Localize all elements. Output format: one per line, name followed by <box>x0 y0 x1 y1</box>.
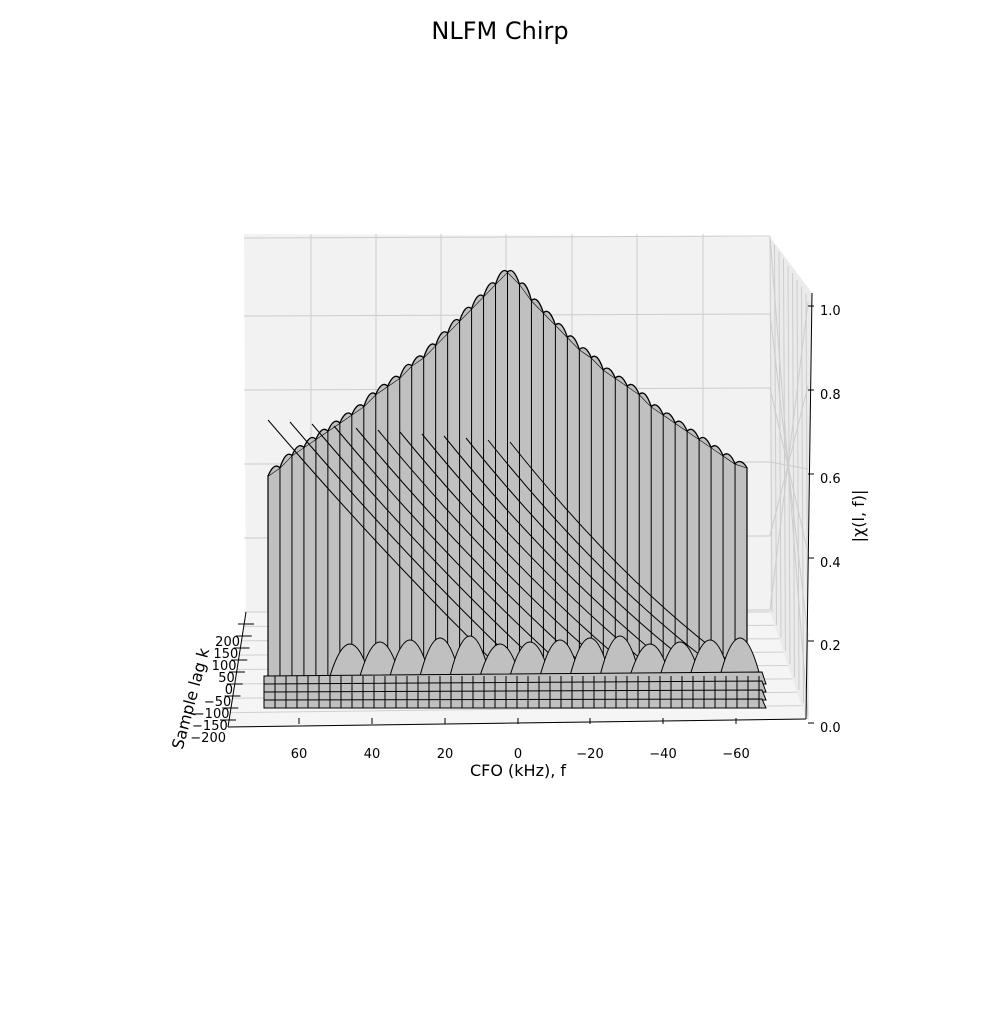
surface-arc <box>458 306 473 322</box>
x-tick-label: 0 <box>514 747 522 762</box>
side-grid-y-2 <box>778 251 782 639</box>
surface-arc <box>614 375 628 387</box>
y-tick-label: 200 <box>215 635 240 650</box>
side-grid-y-3 <box>783 258 786 652</box>
surface-arc <box>315 428 329 440</box>
x-axis-label: CFO (kHz), f <box>470 761 566 780</box>
surface-arc <box>566 335 580 350</box>
surface-plot <box>263 269 767 709</box>
surface-arc <box>435 331 449 346</box>
surface-arc <box>578 347 592 358</box>
surface-arc <box>507 269 521 285</box>
side-grid-y-8 <box>805 293 809 717</box>
surface-arc <box>638 392 652 407</box>
surface-sidelobe <box>719 637 761 677</box>
surface-arc <box>303 436 317 448</box>
side-grid-y-6 <box>796 279 800 691</box>
surface-arc <box>387 375 401 387</box>
y-tick-label: 150 <box>213 647 238 662</box>
surface-curve <box>311 423 553 677</box>
back-grid-z-0 <box>243 235 771 239</box>
surface-arc <box>447 318 461 334</box>
side-grid-y-7 <box>801 286 804 704</box>
z-tick-label: 1.0 <box>820 304 841 319</box>
side-grid-y-4 <box>787 265 791 665</box>
surface-arc <box>339 412 353 424</box>
x-tick-label: −60 <box>722 747 749 762</box>
surface-arc <box>423 343 437 358</box>
surface-arc <box>698 436 712 448</box>
surface-arc <box>411 355 425 367</box>
surface-arc <box>291 445 305 456</box>
surface-arc <box>267 465 281 477</box>
surface-arc <box>626 383 640 395</box>
surface-base-row <box>263 698 767 709</box>
x-tick-label: −20 <box>576 747 603 762</box>
side-grid-y-1 <box>774 244 777 626</box>
z-axis-label: |χ(l, f)| <box>849 490 868 543</box>
x-tick-label: 40 <box>364 747 381 762</box>
surface-arc <box>662 412 676 424</box>
z-tick-label: 0.6 <box>820 472 841 487</box>
side-grid-y-0 <box>769 237 773 613</box>
surface-arc <box>351 404 365 416</box>
surface-arc <box>530 298 545 314</box>
side-grid-y-5 <box>792 272 795 678</box>
z-tick-label: 0.4 <box>820 556 841 571</box>
surface-arc <box>602 367 616 379</box>
y-tick-label: 0 <box>225 683 233 698</box>
surface-arc <box>674 420 688 432</box>
surface-arc <box>519 282 533 301</box>
surface-curve <box>333 425 575 677</box>
surface-arc <box>722 453 736 465</box>
surface-base-row <box>263 689 767 701</box>
surface-arc <box>650 404 664 416</box>
x-tick-label: −40 <box>649 747 676 762</box>
x-axis-line <box>227 718 807 728</box>
surface-arc <box>279 453 293 469</box>
surface-arc <box>399 363 413 379</box>
y-tick-label: −100 <box>194 707 230 722</box>
surface-arc <box>542 310 557 326</box>
surface-arc <box>710 445 724 456</box>
y-tick-label: −150 <box>192 719 228 734</box>
surface-arc <box>734 460 748 469</box>
z-axis-line <box>805 292 813 720</box>
surface-arc <box>363 392 377 407</box>
chart-title: NLFM Chirp <box>431 17 568 45</box>
surface-arc <box>482 282 496 297</box>
x-tick-label: 20 <box>437 747 454 762</box>
z-tick-label: 0.2 <box>820 639 841 654</box>
y-tick-label: 50 <box>218 671 235 686</box>
surface-curve <box>487 439 729 677</box>
surface-arc <box>494 269 508 285</box>
y-tick-label: −200 <box>190 731 226 746</box>
z-tick-label: 0.8 <box>820 388 841 403</box>
surface-arc <box>554 322 568 338</box>
surface-arc <box>686 428 700 440</box>
y-tick-label: 100 <box>212 659 237 674</box>
surface-arc <box>375 383 389 395</box>
surface-arc <box>590 355 604 371</box>
x-tick-label: 60 <box>291 747 308 762</box>
z-tick-label: 0.0 <box>820 721 841 736</box>
surface-arc <box>470 294 485 309</box>
y-tick-label: −50 <box>204 695 231 710</box>
axes: 60 40 20 0 −20 −40 −60200150100500−50−100−150−… <box>190 292 841 762</box>
